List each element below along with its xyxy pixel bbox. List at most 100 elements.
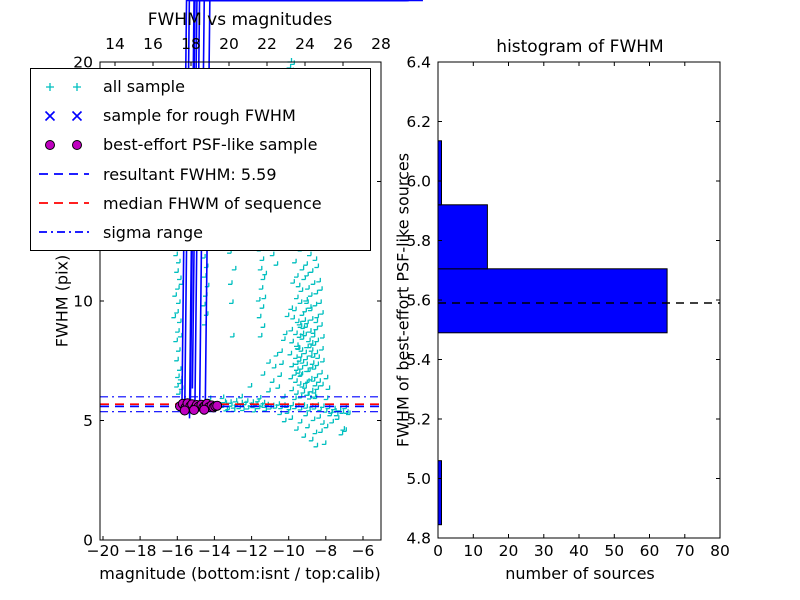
data-point-plus [266,387,271,393]
data-point-plus [308,347,314,352]
tick-label: 30 [534,542,554,560]
data-point-plus [227,399,232,404]
legend-item-label: sample for rough FWHM [103,106,296,126]
data-point-plus [260,371,266,376]
data-point-plus [318,322,323,327]
data-point-plus [275,384,281,389]
data-point-plus [311,365,317,370]
tick-label: 60 [640,542,660,560]
data-point-plus [301,433,307,438]
legend-item-label: all sample [103,77,185,97]
data-point-plus [177,332,183,338]
data-point-plus [292,395,297,401]
data-point-plus [313,373,319,379]
data-point-plus [301,275,307,281]
data-point-plus [307,251,312,257]
histogram-bar [437,460,442,526]
data-point-plus [297,299,303,305]
data-point-plus [269,251,275,257]
data-point-plus [314,263,320,269]
data-point-plus [178,280,184,285]
data-point-plus [256,313,262,319]
tick-label: 40 [569,542,589,560]
data-point-plus [294,426,299,431]
data-point-plus [292,306,297,312]
data-point-plus [297,353,303,358]
tick-label: 5 [83,412,93,430]
data-point-plus [289,386,294,392]
data-point-plus [320,357,325,363]
data-point-plus [293,378,298,383]
data-point-plus [316,378,321,383]
legend-marker-dashed-line-icon [39,173,89,175]
data-point-plus [289,338,294,344]
data-point-plus [175,373,180,379]
data-point-plus [269,378,275,383]
data-point-plus [294,273,299,278]
data-point-plus [313,325,319,331]
data-point-circle [212,400,223,411]
legend-marker-x-icon [44,110,83,121]
histogram-bar [437,140,442,206]
legend: all sample sample for rough FWHM best-effo… [30,68,371,251]
data-point-plus [288,326,294,332]
left-plot-ylabel: FWHM (pix) [52,254,72,348]
tick-label: 14 [105,35,125,53]
data-point-plus [309,360,315,365]
data-point-plus [282,330,288,336]
legend-item: median FHWM of sequence [37,189,370,218]
data-point-plus [288,415,294,420]
data-point-plus [221,398,227,404]
data-point-plus [296,320,302,326]
data-point-plus [299,383,305,388]
data-point-plus [346,410,351,416]
right-plot-title: histogram of FWHM [496,37,664,57]
data-point-plus [294,294,299,300]
data-point-plus [304,299,309,305]
legend-item-label: median FHWM of sequence [103,193,322,213]
data-point-plus [306,337,311,343]
tick-label: 6.0 [406,173,431,191]
data-point-plus [249,399,255,404]
data-point-plus [303,261,308,266]
data-point-plus [73,82,81,91]
data-point-plus [307,304,312,309]
data-point-plus [312,381,318,387]
data-point-plus [297,418,303,424]
data-point-plus [298,365,304,370]
data-point-plus [256,395,262,400]
tick-label: −20 [87,542,120,560]
data-point-plus [344,409,349,414]
data-point-plus [257,332,263,338]
data-point-plus [302,307,307,313]
data-point-plus [288,305,294,311]
data-point-plus [298,287,304,293]
data-point-plus [259,304,265,309]
data-point-plus [297,323,303,328]
data-point-plus [315,354,320,360]
data-point-plus [318,369,323,375]
tick-label: 20 [499,542,519,560]
data-point-plus [306,367,311,373]
data-point-plus [319,346,324,351]
data-point-plus [302,384,307,389]
data-point-plus [289,362,294,368]
tick-label: −12 [235,542,268,560]
data-point-plus [313,318,319,324]
data-point-plus [261,294,267,300]
data-point-plus [293,330,298,336]
data-point-plus [173,337,178,343]
data-point-plus [300,389,306,394]
legend-item: best-effort PSF-like sample [37,130,370,159]
data-point-plus [307,328,312,333]
data-point-plus [299,359,305,364]
data-point-plus [336,406,342,412]
data-point-plus [177,375,183,381]
data-point-plus [202,273,207,278]
legend-item-label: resultant FWHM: 5.59 [103,164,277,184]
data-point-plus [294,318,300,324]
legend-marker-dashed-line-icon [39,202,89,205]
tick-label: 70 [675,542,695,560]
data-point-plus [305,378,310,383]
data-point-plus [307,343,312,349]
